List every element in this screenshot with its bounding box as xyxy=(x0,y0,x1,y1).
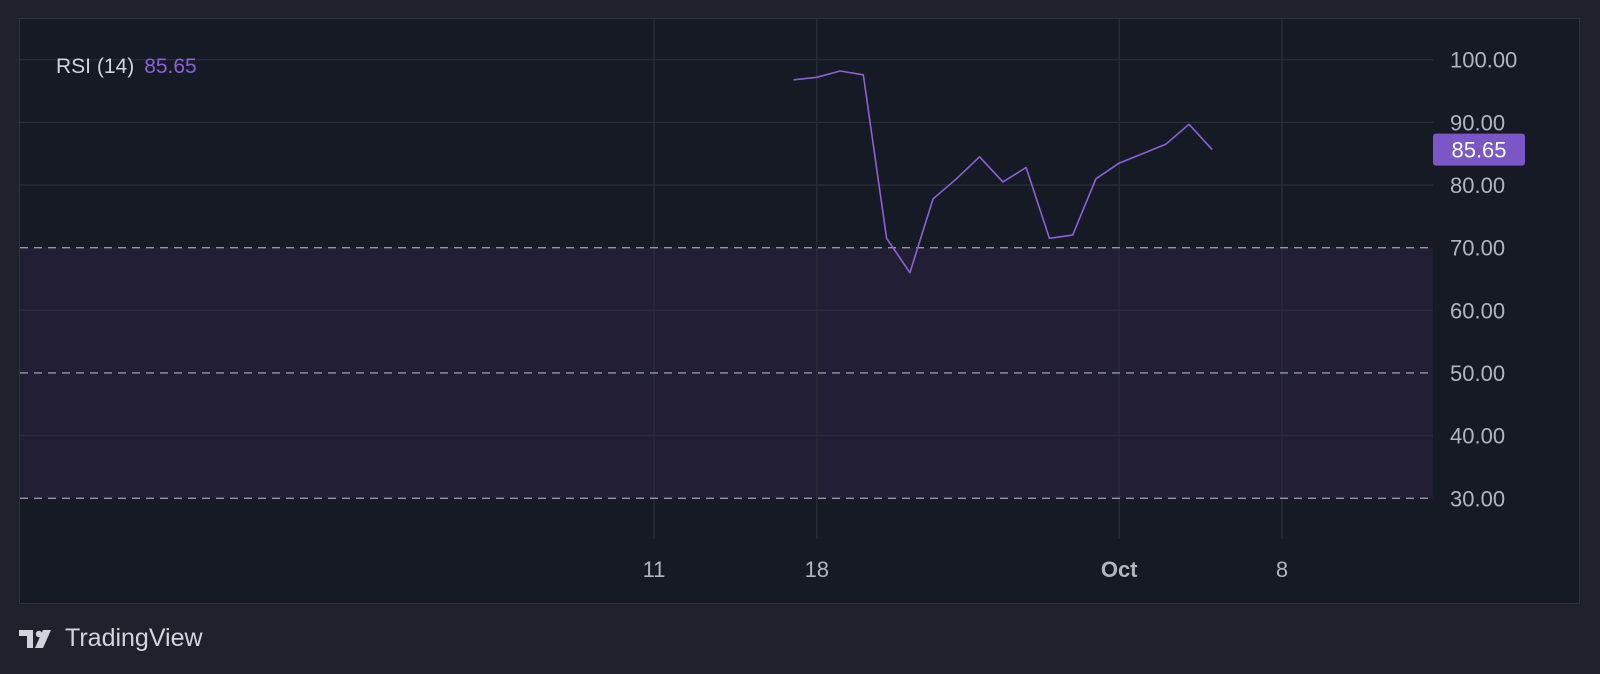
brand-name: TradingView xyxy=(65,624,203,652)
y-tick-label: 90.00 xyxy=(1450,110,1505,135)
last-value-tag xyxy=(1433,133,1525,166)
y-tick-label: 100.00 xyxy=(1450,48,1517,73)
chart-frame: 30.00 40.00 50.00 60.00 70.00 80.00 90.00 100.0… xyxy=(19,18,1580,604)
x-tick-label: 18 xyxy=(805,557,829,582)
y-tick-label: 50.00 xyxy=(1450,361,1505,386)
tradingview-logo-icon xyxy=(19,629,51,648)
rsi-line[interactable] xyxy=(793,70,1213,274)
x-tick-label: Oct xyxy=(1101,557,1138,582)
y-tick-label: 30.00 xyxy=(1450,486,1505,511)
x-tick-label: 8 xyxy=(1276,557,1288,582)
indicator-legend[interactable]: RSI (14) 85.65 xyxy=(56,55,197,79)
last-value-label: 85.65 xyxy=(1451,138,1506,163)
legend-value: 85.65 xyxy=(144,55,197,78)
y-tick-label: 40.00 xyxy=(1450,424,1505,449)
x-tick-label: 11 xyxy=(643,557,666,582)
tradingview-brand[interactable]: TradingView xyxy=(19,624,203,653)
y-tick-label: 60.00 xyxy=(1450,298,1505,323)
legend-label: RSI (14) xyxy=(56,55,135,78)
y-tick-label: 80.00 xyxy=(1450,173,1505,198)
rsi-chart[interactable]: 30.00 40.00 50.00 60.00 70.00 80.00 90.00 100.0… xyxy=(20,19,1581,605)
y-tick-label: 70.00 xyxy=(1450,236,1505,261)
